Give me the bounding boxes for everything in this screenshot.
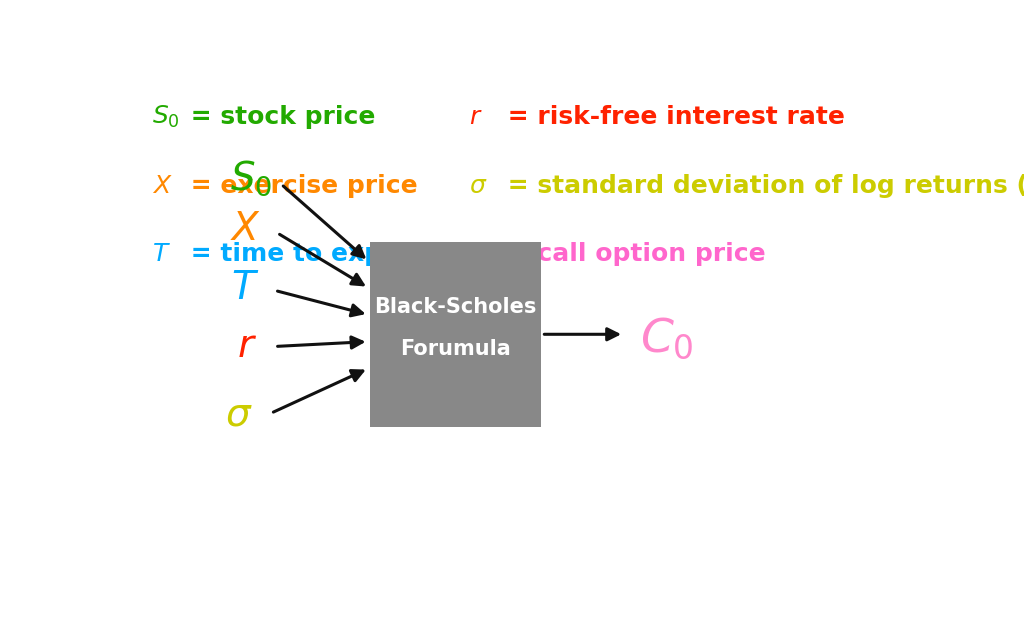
Text: $T$: $T$ xyxy=(231,269,260,307)
Text: $T$: $T$ xyxy=(152,242,171,266)
Text: $C_0$: $C_0$ xyxy=(640,315,693,361)
Text: = standard deviation of log returns (volatility): = standard deviation of log returns (vol… xyxy=(500,173,1024,197)
Text: $X$: $X$ xyxy=(230,211,261,249)
Text: = time to expiration: = time to expiration xyxy=(182,242,476,266)
Text: Forumula: Forumula xyxy=(400,339,511,359)
Text: = risk-free interest rate: = risk-free interest rate xyxy=(500,105,845,129)
Text: = stock price: = stock price xyxy=(182,105,376,129)
Text: $C_0$: $C_0$ xyxy=(469,241,499,267)
Text: $S_0$: $S_0$ xyxy=(230,158,272,198)
Text: $\sigma$: $\sigma$ xyxy=(225,396,253,434)
Text: = exercise price: = exercise price xyxy=(182,173,418,197)
Text: $\sigma$: $\sigma$ xyxy=(469,173,487,197)
Text: Black-Scholes: Black-Scholes xyxy=(374,298,537,318)
Text: $r$: $r$ xyxy=(469,105,483,129)
FancyBboxPatch shape xyxy=(370,242,541,427)
Text: $S_0$: $S_0$ xyxy=(152,104,179,130)
Text: = call option price: = call option price xyxy=(500,242,766,266)
Text: $X$: $X$ xyxy=(152,173,172,197)
Text: $r$: $r$ xyxy=(237,327,257,365)
